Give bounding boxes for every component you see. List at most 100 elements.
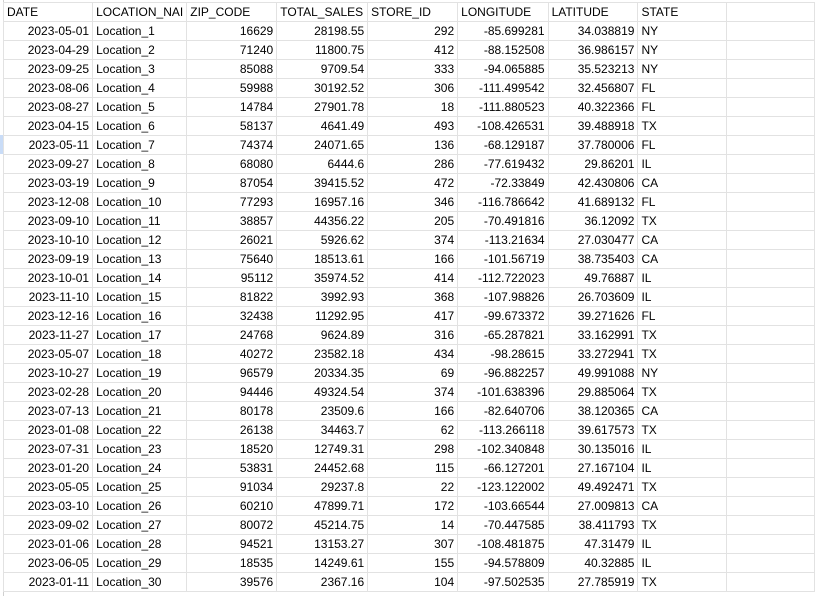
cell-empty[interactable] xyxy=(726,135,815,155)
cell-zip-code[interactable]: 87054 xyxy=(186,173,278,193)
cell-zip-code[interactable]: 95112 xyxy=(186,268,278,288)
cell-date[interactable]: 2023-01-08 xyxy=(2,420,94,440)
cell-latitude[interactable]: 38.411793 xyxy=(547,515,639,535)
cell-state[interactable]: CA xyxy=(637,496,728,516)
cell-empty[interactable] xyxy=(726,21,815,41)
cell-location-name[interactable]: Location_4 xyxy=(92,78,188,98)
cell-state[interactable]: NY xyxy=(637,40,728,60)
cell-store-id[interactable]: 346 xyxy=(367,192,459,212)
cell-date[interactable]: 2023-01-06 xyxy=(2,534,94,554)
cell-longitude[interactable]: -123.122002 xyxy=(457,477,549,497)
cell-zip-code[interactable]: 59988 xyxy=(186,78,278,98)
cell-date[interactable]: 2023-03-19 xyxy=(2,173,94,193)
cell-store-id[interactable]: 307 xyxy=(367,534,459,554)
cell-zip-code[interactable]: 74374 xyxy=(186,135,278,155)
cell-total-sales[interactable]: 5926.62 xyxy=(276,230,369,250)
cell-latitude[interactable]: 27.009813 xyxy=(547,496,639,516)
cell-longitude[interactable]: -96.882257 xyxy=(457,363,549,383)
cell-date[interactable]: 2023-11-27 xyxy=(2,325,94,345)
cell-total-sales[interactable]: 9709.54 xyxy=(276,59,369,79)
cell-zip-code[interactable]: 38857 xyxy=(186,211,278,231)
cell-latitude[interactable]: 38.120365 xyxy=(547,401,639,421)
cell-zip-code[interactable]: 14784 xyxy=(186,97,278,117)
cell-store-id[interactable]: 136 xyxy=(367,135,459,155)
header-cell[interactable]: DATE xyxy=(2,2,94,22)
cell-state[interactable]: TX xyxy=(637,477,728,497)
cell-state[interactable]: TX xyxy=(637,344,728,364)
cell-date[interactable]: 2023-06-05 xyxy=(2,553,94,573)
header-cell[interactable]: LONGITUDE xyxy=(457,2,549,22)
header-cell[interactable]: LOCATION_NAI xyxy=(92,2,188,22)
cell-zip-code[interactable]: 80072 xyxy=(186,515,278,535)
cell-longitude[interactable]: -99.673372 xyxy=(457,306,549,326)
cell-latitude[interactable]: 29.86201 xyxy=(547,154,639,174)
cell-latitude[interactable]: 39.617573 xyxy=(547,420,639,440)
cell-latitude[interactable]: 39.271626 xyxy=(547,306,639,326)
header-cell[interactable]: LATITUDE xyxy=(547,2,639,22)
cell-location-name[interactable]: Location_15 xyxy=(92,287,188,307)
cell-empty[interactable] xyxy=(726,477,815,497)
cell-location-name[interactable]: Location_26 xyxy=(92,496,188,516)
cell-date[interactable]: 2023-05-07 xyxy=(2,344,94,364)
cell-store-id[interactable]: 104 xyxy=(367,572,459,592)
cell-zip-code[interactable]: 68080 xyxy=(186,154,278,174)
cell-location-name[interactable]: Location_23 xyxy=(92,439,188,459)
cell-state[interactable]: TX xyxy=(637,211,728,231)
cell-total-sales[interactable]: 39415.52 xyxy=(276,173,369,193)
cell-zip-code[interactable]: 53831 xyxy=(186,458,278,478)
header-cell[interactable]: STATE xyxy=(637,2,728,22)
cell-zip-code[interactable]: 81822 xyxy=(186,287,278,307)
cell-location-name[interactable]: Location_12 xyxy=(92,230,188,250)
cell-empty[interactable] xyxy=(726,268,815,288)
cell-longitude[interactable]: -68.129187 xyxy=(457,135,549,155)
cell-location-name[interactable]: Location_11 xyxy=(92,211,188,231)
cell-total-sales[interactable]: 2367.16 xyxy=(276,572,369,592)
cell-location-name[interactable]: Location_6 xyxy=(92,116,188,136)
cell-longitude[interactable]: -98.28615 xyxy=(457,344,549,364)
cell-location-name[interactable]: Location_28 xyxy=(92,534,188,554)
cell-store-id[interactable]: 155 xyxy=(367,553,459,573)
cell-longitude[interactable]: -97.502535 xyxy=(457,572,549,592)
cell-state[interactable]: NY xyxy=(637,21,728,41)
cell-longitude[interactable]: -108.426531 xyxy=(457,116,549,136)
cell-latitude[interactable]: 33.272941 xyxy=(547,344,639,364)
cell-date[interactable]: 2023-11-10 xyxy=(2,287,94,307)
cell-latitude[interactable]: 49.492471 xyxy=(547,477,639,497)
cell-state[interactable]: NY xyxy=(637,363,728,383)
cell-total-sales[interactable]: 16957.16 xyxy=(276,192,369,212)
cell-longitude[interactable]: -113.21634 xyxy=(457,230,549,250)
cell-state[interactable]: IL xyxy=(637,268,728,288)
cell-store-id[interactable]: 286 xyxy=(367,154,459,174)
cell-date[interactable]: 2023-10-27 xyxy=(2,363,94,383)
cell-empty[interactable] xyxy=(726,420,815,440)
cell-empty[interactable] xyxy=(726,382,815,402)
cell-latitude[interactable]: 27.167104 xyxy=(547,458,639,478)
cell-date[interactable]: 2023-12-16 xyxy=(2,306,94,326)
cell-store-id[interactable]: 292 xyxy=(367,21,459,41)
header-cell[interactable] xyxy=(726,2,815,22)
cell-total-sales[interactable]: 34463.7 xyxy=(276,420,369,440)
cell-date[interactable]: 2023-05-11 xyxy=(2,135,94,155)
cell-location-name[interactable]: Location_10 xyxy=(92,192,188,212)
cell-state[interactable]: TX xyxy=(637,382,728,402)
cell-empty[interactable] xyxy=(726,211,815,231)
cell-store-id[interactable]: 166 xyxy=(367,401,459,421)
cell-latitude[interactable]: 40.322366 xyxy=(547,97,639,117)
cell-date[interactable]: 2023-07-31 xyxy=(2,439,94,459)
cell-location-name[interactable]: Location_29 xyxy=(92,553,188,573)
cell-location-name[interactable]: Location_3 xyxy=(92,59,188,79)
cell-zip-code[interactable]: 40272 xyxy=(186,344,278,364)
cell-location-name[interactable]: Location_27 xyxy=(92,515,188,535)
cell-total-sales[interactable]: 28198.55 xyxy=(276,21,369,41)
cell-latitude[interactable]: 29.885064 xyxy=(547,382,639,402)
cell-date[interactable]: 2023-09-19 xyxy=(2,249,94,269)
cell-total-sales[interactable]: 9624.89 xyxy=(276,325,369,345)
cell-empty[interactable] xyxy=(726,40,815,60)
cell-longitude[interactable]: -88.152508 xyxy=(457,40,549,60)
cell-zip-code[interactable]: 26138 xyxy=(186,420,278,440)
cell-store-id[interactable]: 172 xyxy=(367,496,459,516)
cell-total-sales[interactable]: 11292.95 xyxy=(276,306,369,326)
cell-latitude[interactable]: 26.703609 xyxy=(547,287,639,307)
cell-empty[interactable] xyxy=(726,306,815,326)
cell-longitude[interactable]: -77.619432 xyxy=(457,154,549,174)
